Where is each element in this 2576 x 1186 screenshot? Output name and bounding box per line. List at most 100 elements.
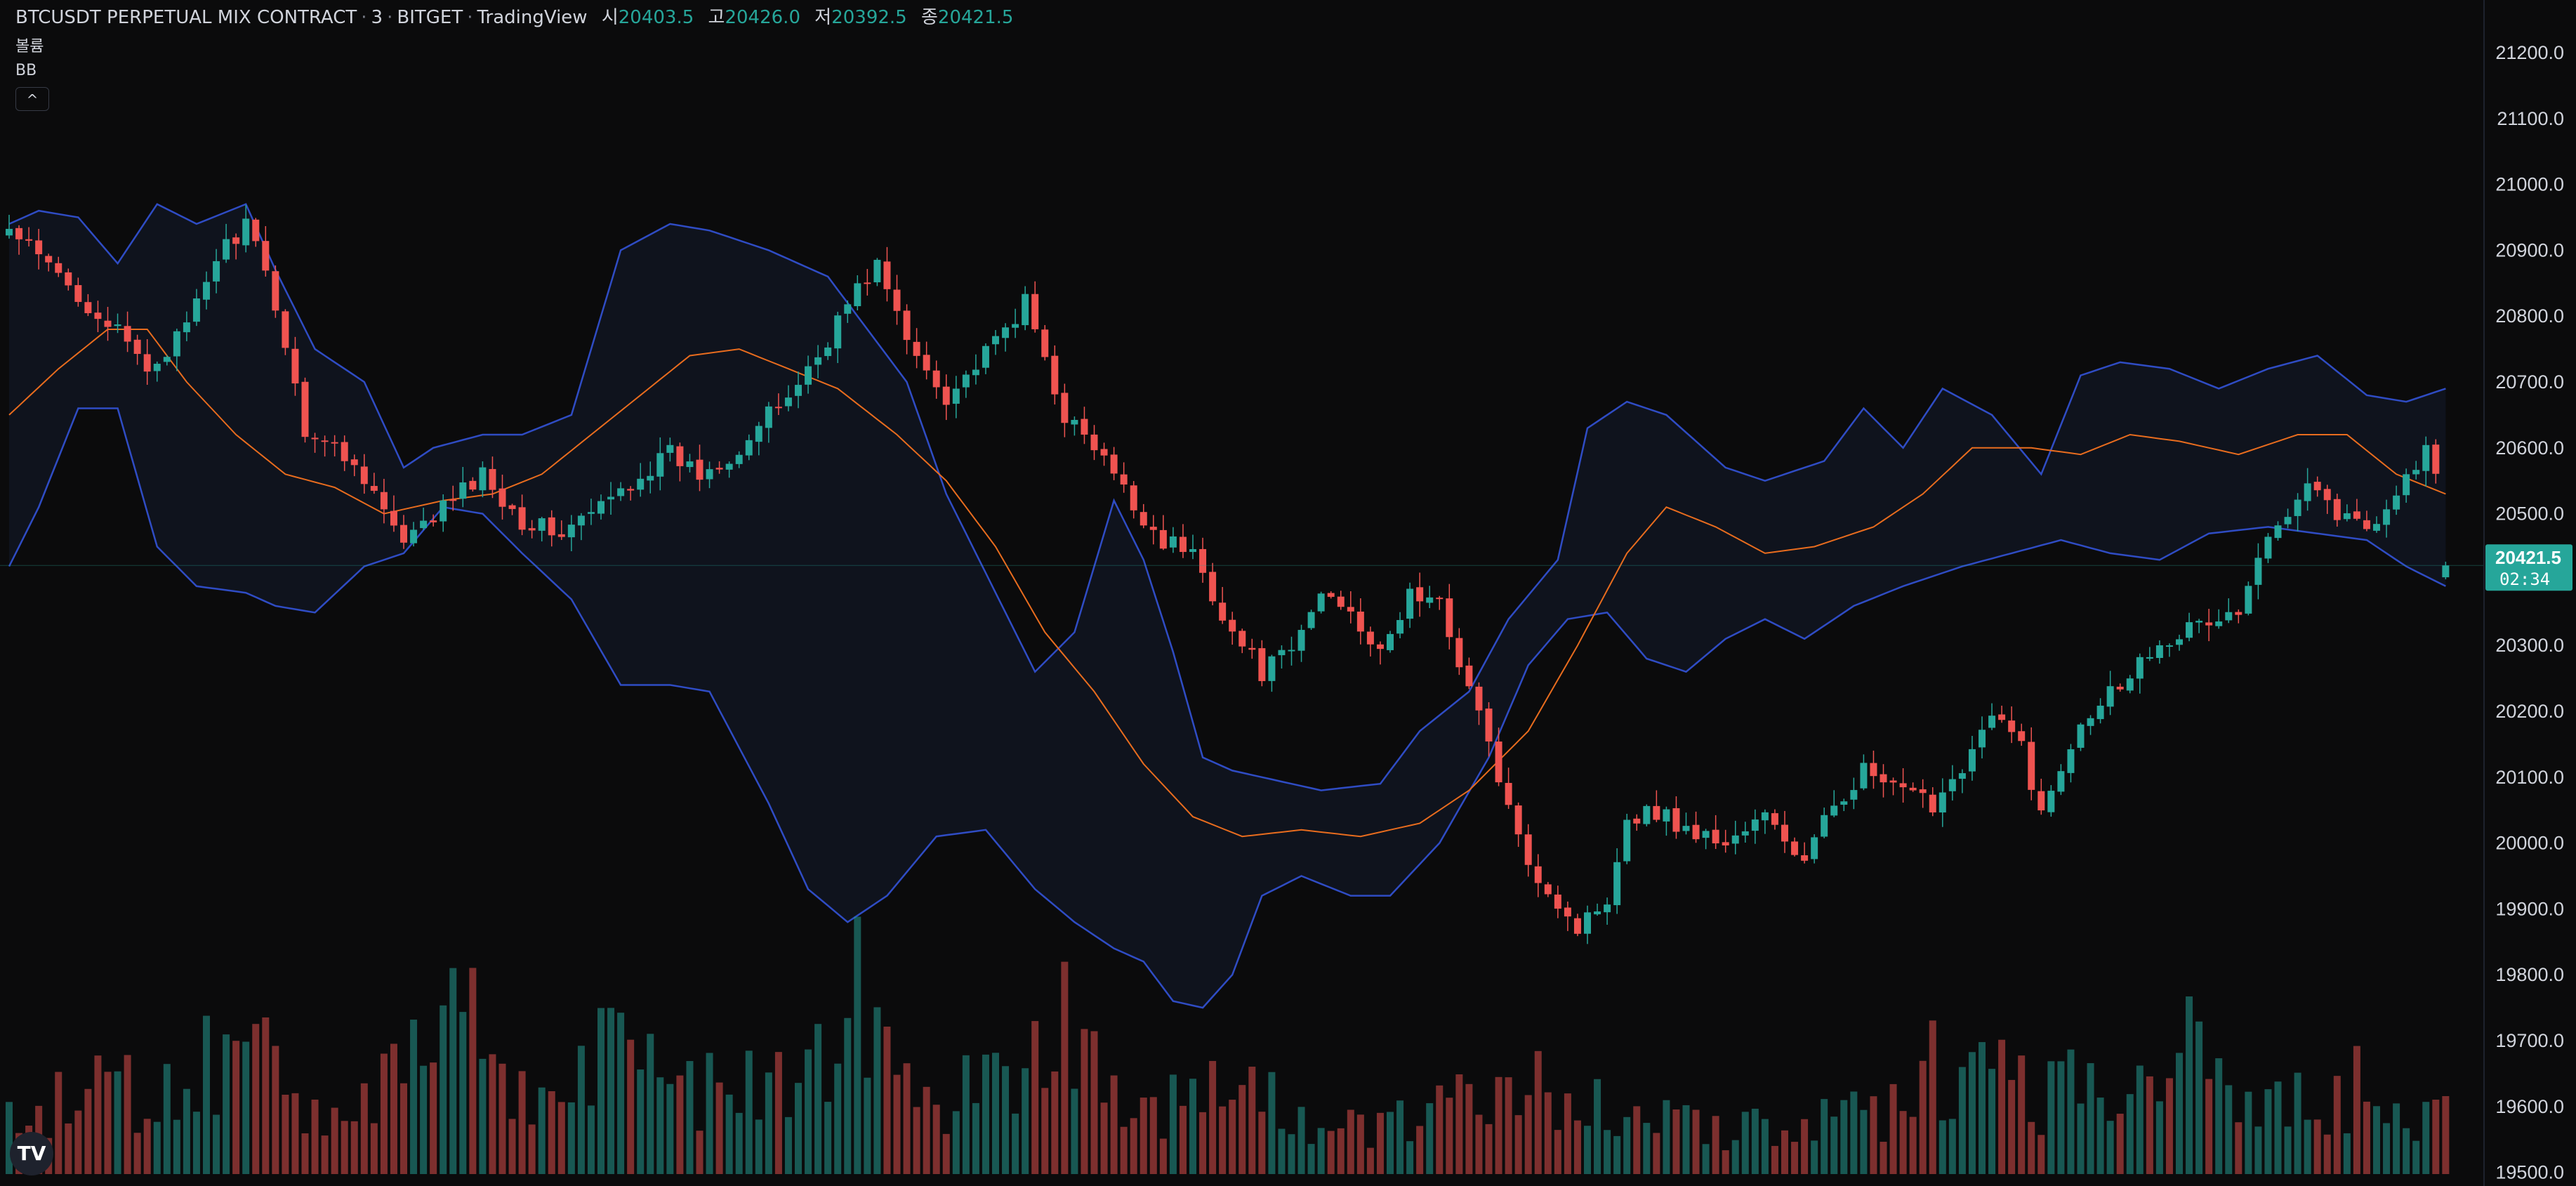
candle-body bbox=[597, 501, 605, 514]
volume-bar bbox=[1604, 1130, 1611, 1174]
candle-body bbox=[1741, 831, 1749, 836]
candle-body bbox=[1022, 294, 1029, 326]
candle-body bbox=[35, 240, 43, 255]
volume-bar bbox=[903, 1063, 911, 1174]
price-tick-label: 20600.0 bbox=[2495, 437, 2564, 459]
candle bbox=[341, 435, 348, 471]
candle bbox=[518, 494, 526, 536]
candle bbox=[923, 341, 930, 380]
candle bbox=[508, 503, 516, 515]
low-value: 20392.5 bbox=[831, 7, 907, 28]
candle bbox=[2235, 609, 2243, 624]
candle bbox=[1880, 764, 1887, 798]
candle-body bbox=[1643, 805, 1651, 824]
candle-body bbox=[1199, 548, 1207, 573]
candle-body bbox=[1979, 730, 1986, 748]
volume-bar bbox=[223, 1034, 230, 1174]
candle bbox=[1436, 595, 1444, 610]
candle bbox=[706, 461, 713, 489]
candle-body bbox=[2096, 705, 2104, 720]
volume-bar bbox=[498, 1063, 506, 1174]
candle-body bbox=[1356, 612, 1364, 632]
volume-bar bbox=[2313, 1119, 2321, 1174]
candle-body bbox=[1514, 805, 1522, 835]
volume-bar bbox=[1189, 1079, 1196, 1174]
candle bbox=[1031, 281, 1039, 333]
volume-bar bbox=[2155, 1101, 2163, 1174]
candle bbox=[1041, 324, 1049, 361]
volume-bar bbox=[2067, 1049, 2075, 1174]
candle-body bbox=[992, 336, 999, 345]
bb-indicator-label[interactable]: BB bbox=[15, 62, 37, 79]
collapse-legend-button[interactable]: ^ bbox=[15, 87, 49, 111]
volume-bar bbox=[2215, 1058, 2223, 1174]
candle bbox=[94, 301, 102, 332]
candle bbox=[2333, 494, 2341, 527]
candle bbox=[932, 360, 940, 399]
candle bbox=[1761, 809, 1769, 834]
candle-body bbox=[1041, 329, 1049, 357]
candle-body bbox=[498, 488, 506, 507]
candle-body bbox=[2403, 474, 2410, 496]
volume-indicator-label[interactable]: 볼륨 bbox=[15, 38, 44, 55]
candle bbox=[1090, 425, 1098, 461]
volume-bar bbox=[1870, 1096, 1877, 1174]
volume-bar bbox=[1821, 1099, 1828, 1174]
close-value: 20421.5 bbox=[937, 7, 1014, 28]
candle-body bbox=[587, 512, 595, 514]
candle-body bbox=[1209, 572, 1217, 602]
tradingview-logo-icon[interactable]: TV bbox=[10, 1132, 53, 1175]
candle bbox=[548, 510, 555, 547]
volume-bar bbox=[301, 1133, 309, 1174]
symbol-legend: BTCUSDT PERPETUAL MIX CONTRACT · 3 · BITGET ·… bbox=[15, 6, 1013, 29]
candle bbox=[1159, 515, 1167, 551]
candle-body bbox=[153, 364, 161, 371]
volume-bar bbox=[913, 1107, 920, 1174]
candle bbox=[360, 454, 368, 494]
candle bbox=[2136, 653, 2144, 694]
volume-bar bbox=[1297, 1107, 1305, 1174]
volume-bar bbox=[1376, 1112, 1384, 1174]
candle-body bbox=[1781, 824, 1788, 842]
volume-bar bbox=[1258, 1112, 1266, 1174]
volume-bar bbox=[1278, 1128, 1286, 1174]
last-price-tag: 20421.5 02:34 bbox=[2485, 544, 2572, 591]
candle-body bbox=[2333, 499, 2341, 520]
candle bbox=[2284, 508, 2292, 529]
volume-bar bbox=[1761, 1119, 1769, 1174]
volume-bar bbox=[1149, 1097, 1157, 1174]
volume-bar bbox=[1958, 1067, 1966, 1174]
candle bbox=[2343, 504, 2351, 522]
candle-body bbox=[440, 500, 447, 522]
candle bbox=[1327, 591, 1335, 599]
price-axis[interactable]: 21200.0 21100.0 21000.0 20900.0 20800.0 20700… bbox=[2495, 42, 2564, 1183]
candle bbox=[1791, 837, 1799, 857]
candle bbox=[400, 515, 407, 549]
price-tick-label: 19600.0 bbox=[2495, 1096, 2564, 1117]
candle bbox=[1564, 901, 1571, 931]
volume-bar bbox=[647, 1034, 654, 1174]
volume-bar bbox=[124, 1055, 131, 1174]
candle-body bbox=[1554, 894, 1561, 909]
high-key: 고 bbox=[708, 7, 725, 28]
candle bbox=[1653, 790, 1660, 822]
interval-label[interactable]: 3 bbox=[371, 7, 383, 28]
volume-bar bbox=[2116, 1114, 2124, 1174]
separator-dot: · bbox=[467, 7, 473, 28]
candle bbox=[647, 461, 654, 494]
symbol-name[interactable]: BTCUSDT PERPETUAL MIX CONTRACT bbox=[15, 7, 357, 28]
candle-body bbox=[1189, 549, 1196, 553]
candle-body bbox=[1731, 835, 1739, 844]
candle-body bbox=[1130, 485, 1137, 510]
candle bbox=[528, 520, 536, 539]
candle-body bbox=[962, 374, 970, 388]
volume-bar bbox=[2126, 1094, 2134, 1174]
volume-bar bbox=[577, 1046, 585, 1174]
candle bbox=[1317, 591, 1325, 614]
volume-bar bbox=[1387, 1112, 1394, 1174]
candle-body bbox=[1771, 813, 1778, 825]
candle bbox=[1830, 790, 1838, 817]
candle bbox=[2373, 516, 2380, 533]
candle-body bbox=[1830, 805, 1838, 816]
